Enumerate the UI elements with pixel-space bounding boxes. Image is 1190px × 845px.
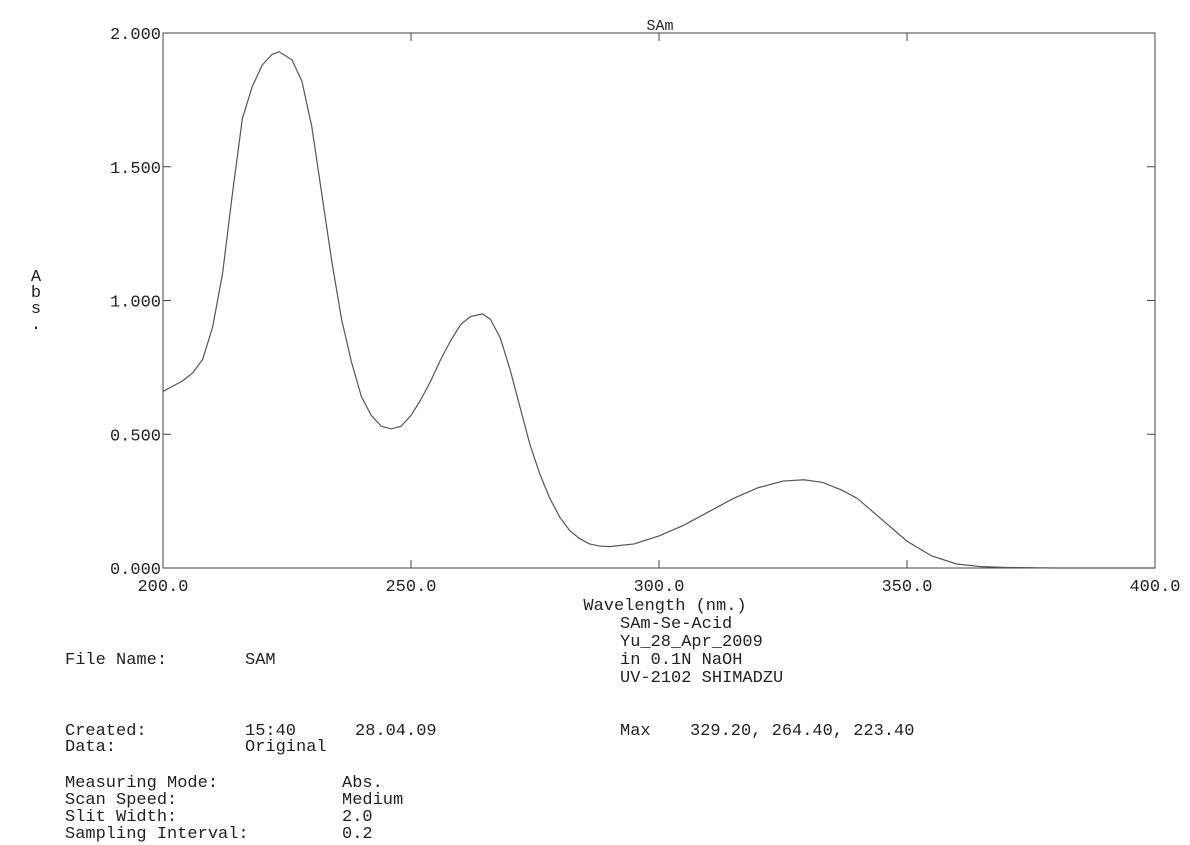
x-tick-label: 400.0 <box>1129 578 1180 597</box>
metadata: File Name: SAM Created: 15:40 28.04.09 M… <box>65 651 914 844</box>
meta-label: Slit Width: <box>65 808 177 827</box>
x-tick-label: 300.0 <box>633 578 684 597</box>
sample-info: SAm-Se-Acid Yu_28_Apr_2009 in 0.1N NaOH … <box>620 615 783 688</box>
meta-value: Medium <box>342 791 403 810</box>
x-axis-label: Wavelength (nm.) <box>583 597 746 616</box>
y-tick-label: 2.000 <box>110 26 161 45</box>
meta-label: Measuring Mode: <box>65 774 218 793</box>
sample-line: UV-2102 SHIMADZU <box>620 669 783 688</box>
meta-value: Original <box>245 738 327 757</box>
x-tick-label: 350.0 <box>881 578 932 597</box>
y-axis-label: Abs. <box>27 268 46 332</box>
chart-title: SAm <box>646 18 673 35</box>
meta-label: Max <box>620 722 651 741</box>
meta-label: Created: <box>65 722 147 741</box>
meta-value: 329.20, 264.40, 223.40 <box>690 722 914 741</box>
meta-label: Scan Speed: <box>65 791 177 810</box>
y-tick-label: 0.500 <box>110 427 161 446</box>
meta-value: SAM <box>245 651 276 670</box>
meta-value: 0.2 <box>342 825 373 844</box>
y-tick-label: 0.000 <box>110 561 161 580</box>
sample-line: in 0.1N NaOH <box>620 651 742 670</box>
spectrum-line <box>162 51 1155 569</box>
x-tick-label: 200.0 <box>137 578 188 597</box>
meta-value: Abs. <box>342 774 383 793</box>
sample-line: Yu_28_Apr_2009 <box>620 633 763 652</box>
y-tick-label: 1.500 <box>110 160 161 179</box>
meta-label: Data: <box>65 738 116 757</box>
plot-frame <box>162 32 1156 569</box>
meta-label: Sampling Interval: <box>65 825 249 844</box>
x-tick-label: 250.0 <box>385 578 436 597</box>
meta-value: 15:40 <box>245 722 296 741</box>
y-tick-label: 1.000 <box>110 294 161 313</box>
meta-value: 28.04.09 <box>355 722 437 741</box>
meta-value: 2.0 <box>342 808 373 827</box>
sample-line: SAm-Se-Acid <box>620 615 732 634</box>
meta-label: File Name: <box>65 651 167 670</box>
